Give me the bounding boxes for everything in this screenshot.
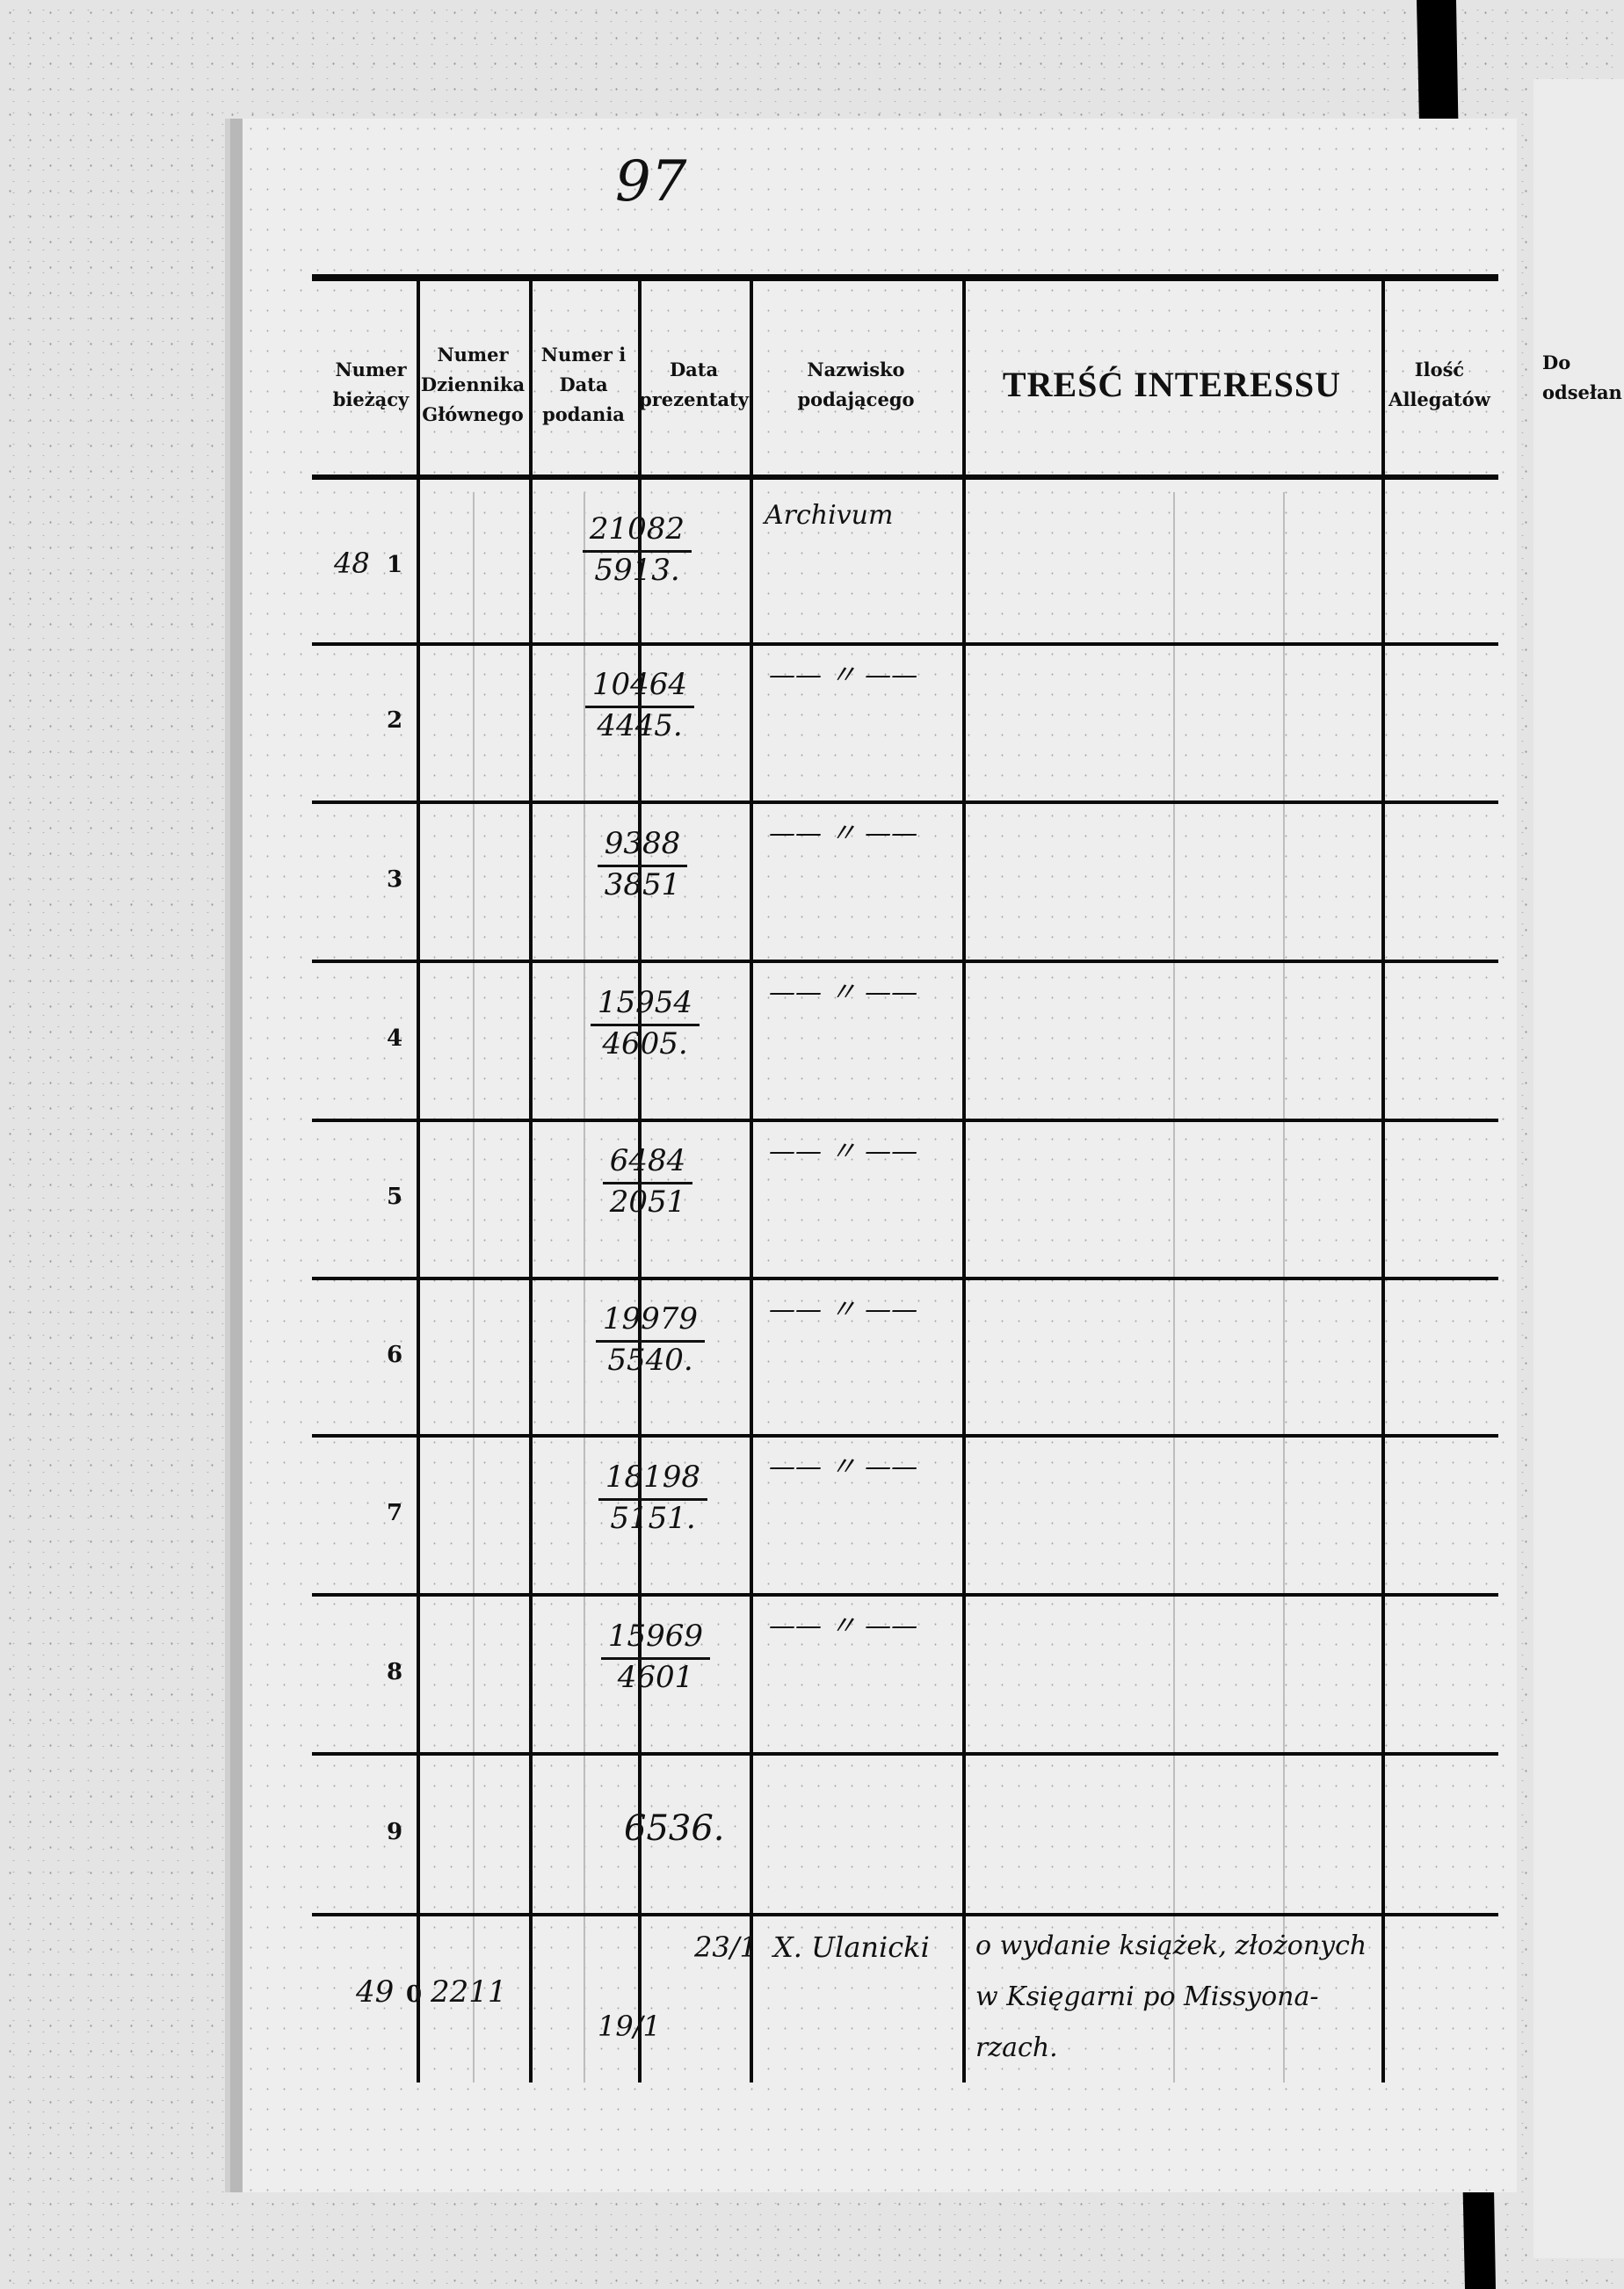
previous-count: 48 xyxy=(334,547,370,580)
row-rule xyxy=(312,1277,1498,1280)
column-header: TREŚĆ INTERESSU xyxy=(1002,364,1342,404)
row-number: 2 xyxy=(387,707,403,734)
submission-date: 5540. xyxy=(607,1342,693,1378)
previous-count: 49 xyxy=(356,1974,395,2010)
row-number: 7 xyxy=(387,1499,403,1526)
next-header-line1: Do xyxy=(1542,351,1571,373)
row-rule xyxy=(312,642,1498,646)
ruled-guide-line xyxy=(473,492,475,2083)
row-rule xyxy=(312,960,1498,963)
page-number: 97 xyxy=(615,149,687,214)
submitter-name: —— 〃 —— xyxy=(769,1294,918,1325)
submission-date: 5151. xyxy=(610,1500,696,1536)
row-rule xyxy=(312,1434,1498,1438)
ruled-guide-line xyxy=(1283,492,1285,2083)
submission-date: 5913. xyxy=(594,553,680,588)
submission-number: 18198 xyxy=(598,1460,708,1501)
submission-date: 4445. xyxy=(597,708,683,743)
submitter-name: —— 〃 —— xyxy=(769,660,918,691)
submission-date: 2051 xyxy=(609,1184,686,1220)
submission-number: 15954 xyxy=(590,985,700,1026)
column-divider xyxy=(1381,279,1385,2083)
submitter-name: Archivum xyxy=(765,500,894,531)
submission-number-and-date: 15969 4601 xyxy=(581,1619,730,1695)
submission-number-and-date: 21082 5913. xyxy=(562,511,712,588)
column-header: Numer Dziennika Głównego xyxy=(420,343,526,425)
header-bottom-rule xyxy=(312,474,1498,480)
submission-date: 4605. xyxy=(602,1025,688,1061)
submission-number: 6536. xyxy=(624,1807,725,1849)
row-rule xyxy=(312,1752,1498,1756)
submitter-name: X. Ulanicki xyxy=(773,1930,930,1964)
row-number: 8 xyxy=(387,1658,403,1685)
submission-number: 21082 xyxy=(582,511,692,553)
row-rule xyxy=(312,1119,1498,1122)
column-divider xyxy=(962,279,966,2083)
submission-number-and-date: 6484 2051 xyxy=(573,1143,722,1220)
submission-date: 4601 xyxy=(617,1659,694,1695)
register-page xyxy=(230,119,1517,2192)
header-top-rule xyxy=(312,274,1498,281)
row-rule xyxy=(312,1913,1498,1916)
submitter-name: —— 〃 —— xyxy=(769,977,918,1008)
ruled-guide-line xyxy=(1173,492,1175,2083)
submission-number-and-date: 9388 3851 xyxy=(568,826,717,902)
submission-number: 9388 xyxy=(597,826,688,867)
submission-number-and-date: 19979 5540. xyxy=(576,1301,725,1378)
column-header: Nazwisko podającego xyxy=(797,358,915,410)
row-number: 5 xyxy=(387,1184,403,1210)
matter-content-line: o wydanie książek, złożonych xyxy=(975,1930,1367,1961)
submission-date: 3851 xyxy=(604,866,681,902)
matter-content-line: w Księgarni po Missyona- xyxy=(975,1981,1319,2012)
column-header: Data prezentaty xyxy=(639,358,749,410)
submitter-name: —— 〃 —— xyxy=(769,1136,918,1167)
row-rule xyxy=(312,800,1498,804)
submission-number: 10464 xyxy=(584,667,695,708)
column-header: Ilość Allegatów xyxy=(1388,358,1490,410)
row-number: 4 xyxy=(387,1025,403,1052)
row-number: 1 xyxy=(387,552,403,578)
column-header: Numer i Data podania xyxy=(540,343,627,425)
row-number: 3 xyxy=(387,866,403,893)
submission-number-and-date: 18198 5151. xyxy=(578,1460,728,1536)
next-header-line2: odsełan xyxy=(1542,381,1622,403)
submission-number-and-date: 10464 4445. xyxy=(565,667,714,743)
row-number: 0 xyxy=(406,1981,423,2008)
row-number: 6 xyxy=(387,1341,403,1368)
adjacent-page: Do odsełan xyxy=(1533,79,1624,2258)
submission-number: 15969 xyxy=(600,1619,711,1660)
column-divider xyxy=(750,279,753,2083)
submission-date: 19/1 xyxy=(598,2010,661,2043)
submission-number-and-date: 15954 4605. xyxy=(570,985,720,1061)
submitter-name: —— 〃 —— xyxy=(769,1452,918,1482)
presentation-date: 23/1 xyxy=(694,1930,758,1964)
matter-content-line: rzach. xyxy=(975,2032,1058,2063)
row-number: 9 xyxy=(387,1818,403,1845)
journal-number: 2211 xyxy=(431,1974,507,2010)
column-divider xyxy=(529,279,533,2083)
row-rule xyxy=(312,1593,1498,1597)
column-divider xyxy=(417,279,420,2083)
next-page-header: Do odsełan xyxy=(1533,290,1624,466)
submitter-name: —— 〃 —— xyxy=(769,818,918,849)
submission-number: 19979 xyxy=(595,1301,706,1343)
ruled-guide-line xyxy=(584,492,585,2083)
submission-number: 6484 xyxy=(602,1143,693,1184)
submitter-name: —— 〃 —— xyxy=(769,1611,918,1641)
column-header: Numer bieżący xyxy=(332,358,410,410)
column-divider xyxy=(638,279,642,2083)
